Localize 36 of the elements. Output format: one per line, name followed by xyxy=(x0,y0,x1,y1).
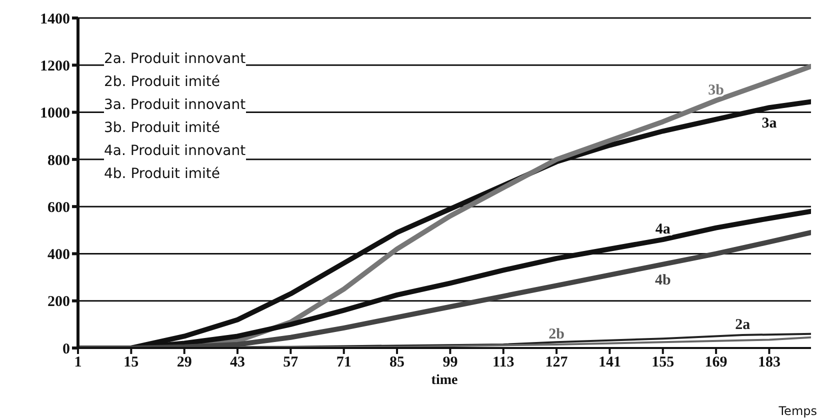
x-tick-label: 169 xyxy=(704,354,728,371)
x-tick-label: 85 xyxy=(390,354,405,371)
y-tick-label: 200 xyxy=(48,294,70,310)
annotation: 3b. Produit imité xyxy=(104,119,222,138)
x-tick-label: 43 xyxy=(230,354,246,371)
annotation: 3a. Produit innovant xyxy=(104,96,246,115)
y-tick-label: 800 xyxy=(48,152,70,169)
series-label: 4a xyxy=(655,222,671,238)
y-tick-label: 1200 xyxy=(40,58,70,74)
series-label: 4b xyxy=(654,272,671,288)
text: Temps xyxy=(778,404,817,418)
x-tick-label: 127 xyxy=(545,354,568,371)
x-tick-label: 71 xyxy=(336,354,352,371)
series-label: 3b xyxy=(708,82,724,98)
annotation: 2a. Produit innovant xyxy=(104,50,246,69)
y-tick-label: 1400 xyxy=(40,11,70,28)
annotation: 2b. Produit imité xyxy=(104,73,222,92)
series-label: 2b xyxy=(548,326,564,342)
y-tick-label: 0 xyxy=(62,341,70,358)
x-tick-label: 57 xyxy=(283,354,299,371)
x-tick-label: 29 xyxy=(176,354,192,371)
y-tick-label: 1000 xyxy=(40,106,70,122)
x-tick-label: 113 xyxy=(492,354,514,371)
x-tick-label: 1 xyxy=(74,354,82,371)
x-tick-label: 155 xyxy=(652,354,674,371)
x-axis-title: time xyxy=(431,373,458,388)
x-tick-label: 15 xyxy=(124,354,139,371)
y-tick-label: 600 xyxy=(48,200,70,216)
y-tick-label: 400 xyxy=(48,247,70,264)
x-tick-label: 99 xyxy=(442,354,458,371)
series-label: 3a xyxy=(762,116,778,132)
series-label: 2a xyxy=(735,317,751,334)
x-tick-label: 183 xyxy=(758,354,780,371)
annotation: 4b. Produit imité xyxy=(104,165,222,184)
annotation: 4a. Produit innovant xyxy=(104,142,246,161)
x-tick-label: 141 xyxy=(598,354,621,371)
